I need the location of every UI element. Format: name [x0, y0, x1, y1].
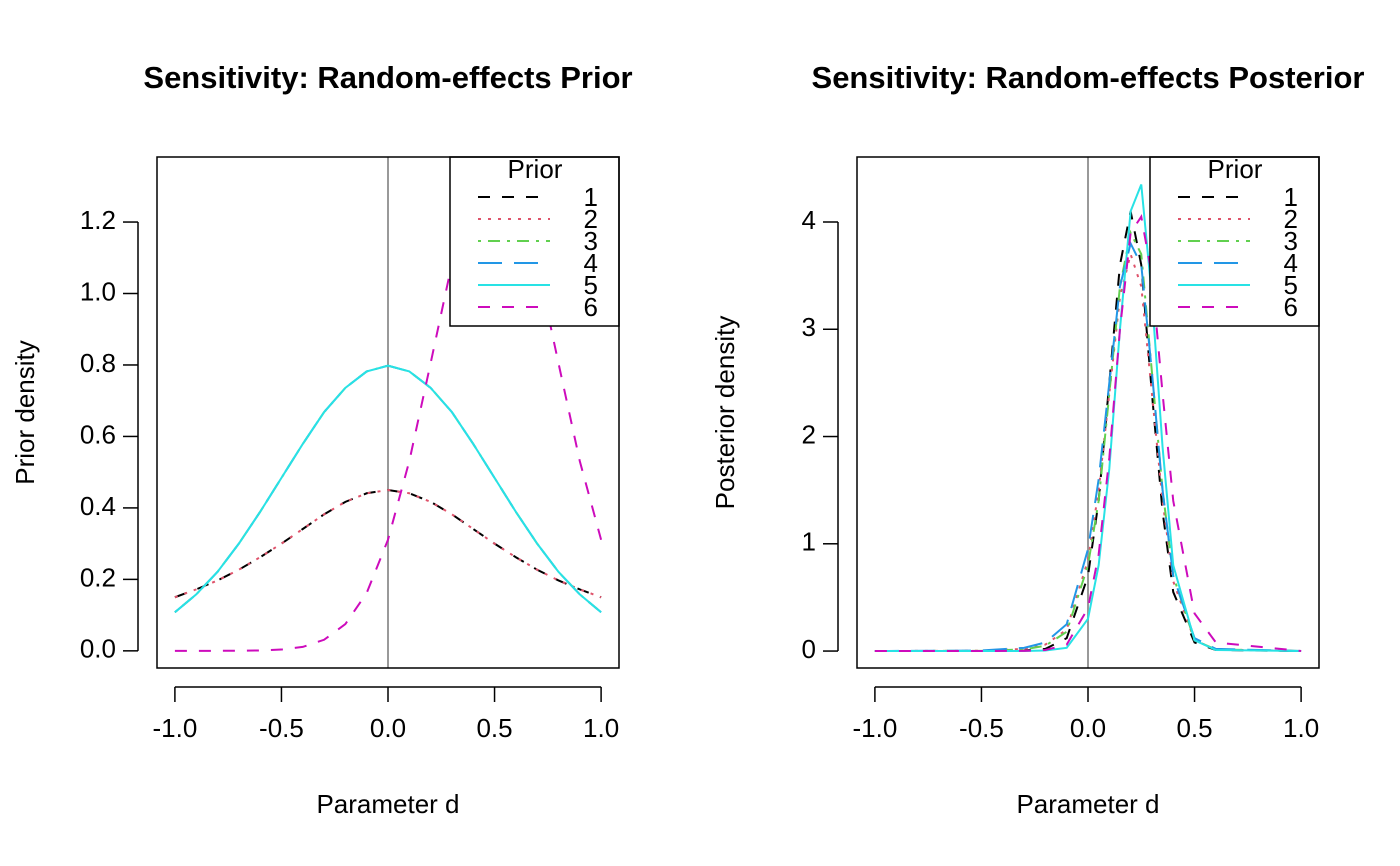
x-tick-label: 0.5: [476, 713, 512, 743]
plot-frame: [856, 156, 1320, 669]
y-tick-label: 3: [802, 312, 816, 342]
density-line: [174, 364, 602, 614]
legend-label: 5: [584, 270, 598, 300]
legend-label: 6: [1284, 292, 1298, 322]
chart-title: Sensitivity: Random-effects Posterior: [812, 60, 1365, 95]
x-tick-label: 0.0: [370, 713, 406, 743]
legend-label: 3: [584, 226, 598, 256]
y-tick-label: 1.2: [80, 205, 116, 235]
x-tick-label: 0.0: [1070, 713, 1106, 743]
density-line: [874, 240, 1302, 653]
legend-label: 2: [1284, 204, 1298, 234]
density-line: [174, 157, 603, 652]
x-tick-label: 0.5: [1176, 713, 1212, 743]
panel: Sensitivity: Random-effects Posterior Par…: [710, 60, 1365, 819]
plot-area: [874, 157, 1302, 668]
x-axis-label: Parameter d: [1016, 789, 1159, 819]
plot-frame: [156, 156, 620, 669]
x-tick-label: -1.0: [852, 713, 897, 743]
y-tick-label: 0: [802, 634, 816, 664]
x-tick-label: -0.5: [959, 713, 1004, 743]
legend-title: Prior: [1208, 154, 1263, 184]
density-line: [874, 214, 1302, 653]
y-tick-label: 0.2: [80, 562, 116, 592]
y-tick-label: 4: [802, 205, 816, 235]
y-tick-label: 0.0: [80, 634, 116, 664]
legend-label: 1: [584, 182, 598, 212]
legend-label: 2: [584, 204, 598, 234]
y-tick-label: 1.0: [80, 276, 116, 306]
y-axis-label: Posterior density: [710, 316, 740, 510]
y-axis-label: Prior density: [10, 340, 40, 485]
x-tick-label: 1.0: [583, 713, 619, 743]
panel: Sensitivity: Random-effects Prior Paramet…: [10, 60, 633, 819]
y-tick-label: 0.6: [80, 419, 116, 449]
x-tick-label: -0.5: [259, 713, 304, 743]
density-line: [874, 250, 1302, 653]
legend-label: 5: [1284, 270, 1298, 300]
x-axis-label: Parameter d: [316, 789, 459, 819]
legend-label: 3: [1284, 226, 1298, 256]
y-tick-label: 0.8: [80, 348, 116, 378]
y-tick-label: 0.4: [80, 491, 116, 521]
density-line: [174, 489, 602, 599]
chart-title: Sensitivity: Random-effects Prior: [143, 60, 632, 95]
plot-area: [174, 157, 603, 668]
legend-label: 4: [584, 248, 598, 278]
legend-label: 6: [584, 292, 598, 322]
legend-label: 4: [1284, 248, 1298, 278]
x-tick-label: -1.0: [152, 713, 197, 743]
y-tick-label: 1: [802, 527, 816, 557]
legend-box: [449, 156, 620, 327]
legend-label: 1: [1284, 182, 1298, 212]
y-tick-label: 2: [802, 419, 816, 449]
legend-title: Prior: [508, 154, 563, 184]
x-tick-label: 1.0: [1283, 713, 1319, 743]
